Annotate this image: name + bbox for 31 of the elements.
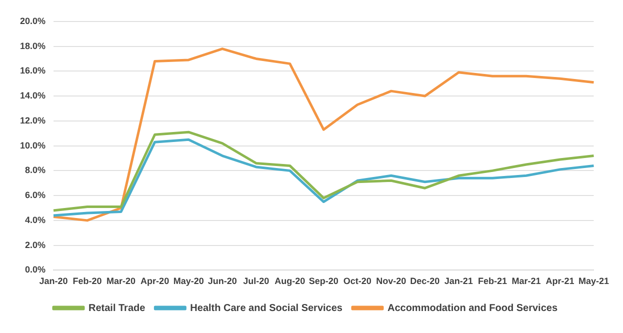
x-tick-label: Apr-20 [140,276,170,286]
legend-label: Health Care and Social Services [190,302,343,314]
x-tick-label: Dec-20 [410,276,440,286]
legend-label: Accommodation and Food Services [387,302,558,314]
x-tick-label: Mar-20 [106,276,136,286]
y-tick-label: 12.0% [20,115,46,126]
y-tick-label: 16.0% [20,66,46,76]
x-tick-label: Feb-20 [72,276,102,286]
x-tick-label: Nov-20 [376,276,406,286]
y-tick-label: 0.0% [25,264,46,275]
y-tick-label: 20.0% [20,16,46,26]
y-tick-label: 6.0% [25,190,46,200]
x-tick-label: Aug-20 [274,276,306,286]
y-tick-label: 18.0% [20,40,46,51]
x-tick-label: Jul-20 [243,276,270,286]
x-tick-label: May-21 [578,276,609,286]
x-tick-label: Oct-20 [343,276,372,286]
y-tick-label: 8.0% [25,165,46,176]
x-tick-label: Mar-21 [512,276,541,286]
x-tick-label: Feb-21 [478,276,507,286]
legend-label: Retail Trade [88,302,146,314]
x-tick-label: Jun-20 [208,276,237,286]
x-tick-label: Sep-20 [308,276,338,286]
x-tick-label: May-20 [173,276,204,286]
x-tick-label: Jan-21 [444,276,473,286]
y-tick-label: 10.0% [20,140,46,150]
x-tick-label: Apr-21 [546,276,574,286]
y-tick-label: 4.0% [25,214,46,225]
x-tick-label: Jan-20 [39,276,68,286]
y-tick-label: 14.0% [20,90,46,101]
y-tick-label: 2.0% [25,240,46,250]
